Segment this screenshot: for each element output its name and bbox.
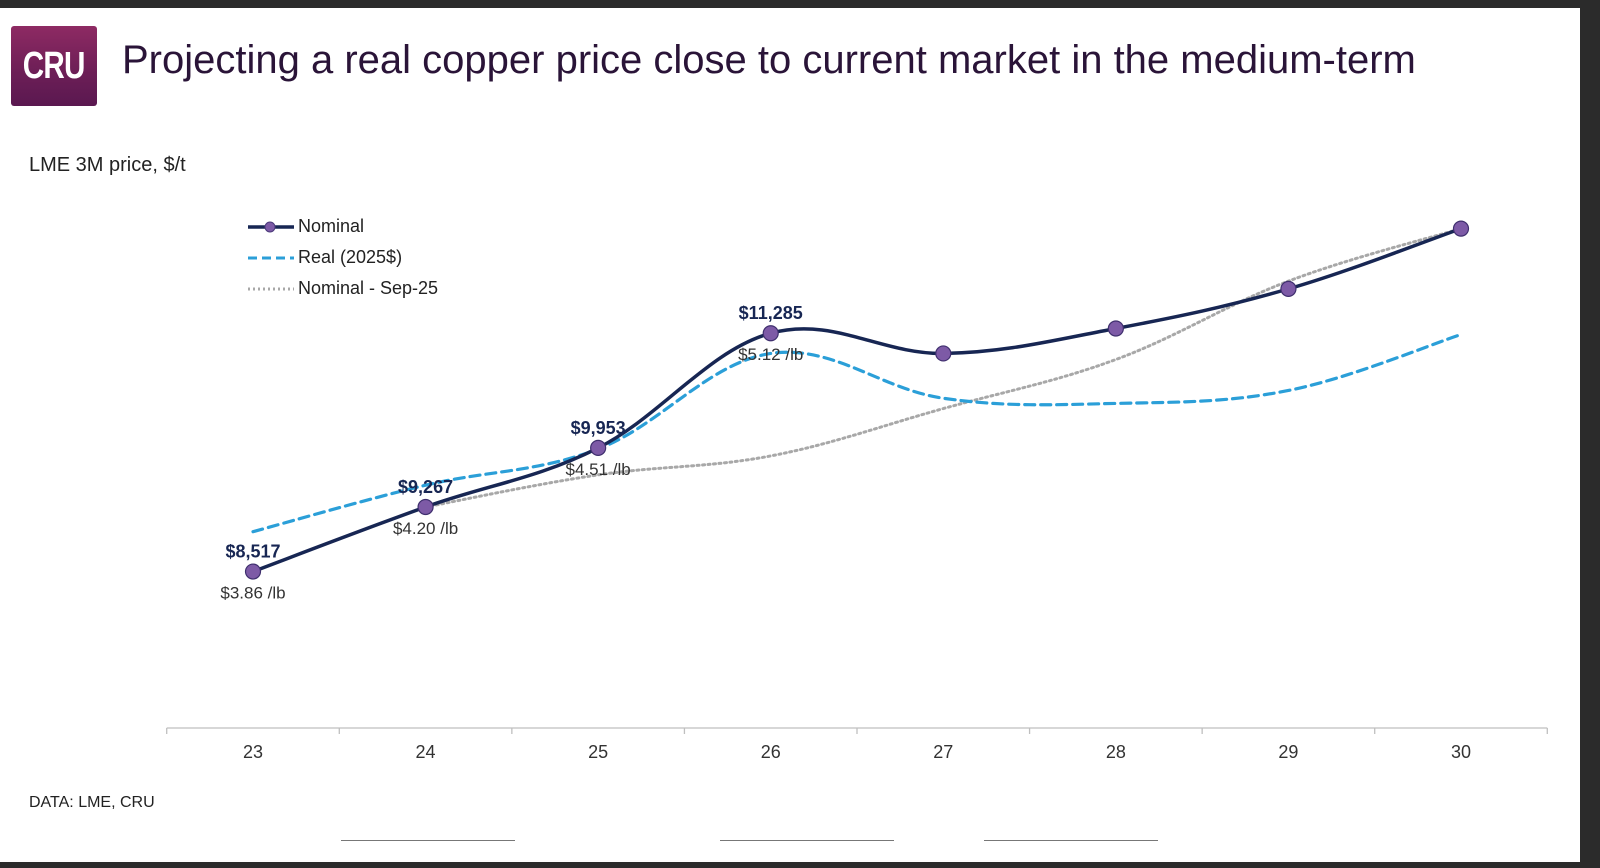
- x-tick-label: 29: [1278, 742, 1298, 762]
- data-point-nominal: [244, 563, 262, 580]
- data-label-value: $9,953: [571, 418, 626, 438]
- data-point-nominal: [762, 325, 779, 342]
- data-label-per-lb: $4.20 /lb: [393, 519, 458, 538]
- legend-swatch-nominal: [248, 221, 294, 233]
- page-title: Projecting a real copper price close to …: [122, 38, 1416, 82]
- data-point-nominal: [590, 439, 607, 457]
- footer-rule: [341, 840, 515, 841]
- data-label-per-lb: $5.12 /lb: [738, 345, 803, 364]
- x-tick-label: 30: [1451, 742, 1471, 762]
- x-tick-label: 27: [933, 742, 953, 762]
- footer-rule: [984, 840, 1158, 841]
- y-axis-label: LME 3M price, $/t: [29, 154, 186, 176]
- cru-logo: CRU: [11, 26, 97, 106]
- footer-rule: [720, 840, 894, 841]
- series-line-nominal: [251, 226, 1463, 574]
- legend-label-sep25: Nominal - Sep-25: [298, 278, 439, 298]
- legend-label-real: Real (2025$): [298, 247, 403, 267]
- x-tick-label: 24: [416, 742, 436, 762]
- logo-text: CRU: [23, 44, 86, 87]
- data-point-nominal: [1280, 280, 1297, 297]
- data-point-nominal: [935, 345, 952, 362]
- data-point-nominal: [1452, 220, 1470, 237]
- legend-swatch-real: [248, 256, 294, 260]
- x-tick-label: 23: [243, 742, 263, 762]
- x-tick-label: 28: [1106, 742, 1126, 762]
- data-point-nominal: [417, 498, 434, 516]
- legend-swatch-sep25: [248, 287, 294, 291]
- price-chart: 23 24 25 26 27 28 29 30 $8,517 $3.86 /lb $9,267 $4.…: [166, 220, 1548, 762]
- data-label-value: $11,285: [739, 303, 803, 323]
- series-line-real: [251, 332, 1463, 534]
- slide: CRU Projecting a real copper price close…: [0, 8, 1580, 862]
- data-label-per-lb: $3.86 /lb: [220, 584, 285, 603]
- data-label-value: $9,267: [398, 477, 453, 497]
- data-label-per-lb: $4.51 /lb: [566, 460, 631, 479]
- x-tick-label: 25: [588, 742, 608, 762]
- legend-label-nominal: Nominal: [298, 216, 365, 236]
- source-note: DATA: LME, CRU: [29, 794, 155, 811]
- x-tick-label: 26: [761, 742, 781, 762]
- data-label-value: $8,517: [225, 542, 280, 562]
- data-point-nominal: [1107, 320, 1124, 337]
